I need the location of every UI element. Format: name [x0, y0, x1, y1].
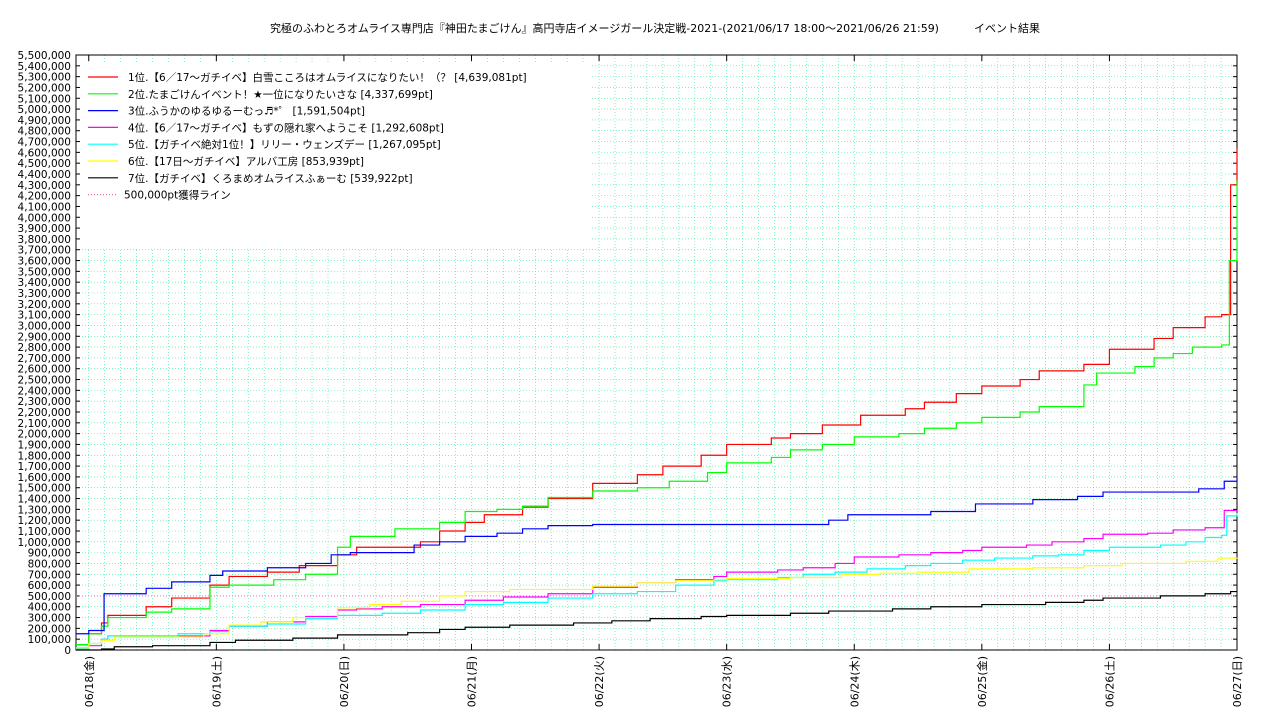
plot-border — [75, 54, 1238, 651]
y-tick-label: 800,000 — [28, 558, 71, 570]
legend-label: 7位.【ガチイベ】くろまめオムライスふぁーむ [539,922pt] — [128, 172, 413, 185]
x-tick-label: 06/26(土) — [1103, 656, 1116, 707]
legend-label: 1位.【6／17〜ガチイベ】白雪こころはオムライスになりたい！（？ [4,639… — [128, 71, 527, 84]
y-tick-label: 4,900,000 — [18, 115, 71, 127]
y-tick-label: 5,300,000 — [18, 72, 71, 84]
x-tick-label: 06/25(金) — [975, 656, 989, 707]
x-tick-label: 06/21(月) — [466, 656, 479, 707]
y-tick-label: 2,300,000 — [18, 396, 71, 408]
y-tick-label: 300,000 — [28, 613, 71, 625]
y-tick-label: 3,200,000 — [18, 299, 71, 311]
legend-label: 3位.ふうかのゆるゆるーむっ♬*゜ [1,591,504pt] — [128, 105, 365, 118]
y-tick-label: 2,600,000 — [18, 364, 71, 376]
y-tick-label: 3,900,000 — [18, 223, 71, 235]
series-line-7 — [76, 590, 1237, 651]
x-tick-label: 06/24(木) — [848, 656, 861, 707]
y-tick-label: 3,400,000 — [18, 277, 71, 289]
legend-label: 4位.【6／17〜ガチイベ】もずの隠れ家へようこそ [1,292,608pt] — [128, 121, 444, 134]
legend: 1位.【6／17〜ガチイベ】白雪こころはオムライスになりたい！（？ [4,639… — [81, 63, 591, 248]
series-line-5 — [76, 512, 1238, 650]
y-tick-label: 4,000,000 — [18, 212, 71, 224]
series-layer — [76, 148, 1238, 651]
y-tick-label: 1,400,000 — [18, 494, 71, 506]
y-tick-label: 3,000,000 — [18, 320, 71, 332]
y-tick-label: 1,300,000 — [18, 504, 71, 516]
y-tick-label: 600,000 — [28, 580, 71, 592]
y-tick-label: 5,200,000 — [18, 82, 71, 94]
y-tick-label: 500,000 — [28, 591, 71, 603]
y-tick-label: 2,800,000 — [18, 342, 71, 354]
x-tick-label: 06/20(日) — [338, 656, 351, 707]
y-tick-label: 1,000,000 — [18, 537, 71, 549]
chart-title: 究極のふわとろオムライス専門店『神田たまごけん』高円寺店イメージガール決定戦-2… — [270, 22, 1040, 35]
y-tick-label: 400,000 — [28, 602, 71, 614]
legend-box — [81, 63, 591, 248]
x-tick-label: 06/22(火) — [593, 656, 606, 707]
y-tick-label: 2,700,000 — [18, 353, 71, 365]
y-tick-label: 4,500,000 — [18, 158, 71, 170]
y-tick-label: 2,200,000 — [18, 407, 71, 419]
y-tick-label: 1,800,000 — [18, 450, 71, 462]
y-tick-label: 4,400,000 — [18, 169, 71, 181]
legend-label: 2位.たまごけんイベント！★一位になりたいさな [4,337,699pt] — [128, 88, 433, 101]
legend-label: 500,000pt獲得ライン — [124, 189, 231, 202]
x-tick-label: 06/18(金) — [82, 656, 96, 707]
y-tick-label: 1,500,000 — [18, 483, 71, 495]
y-tick-label: 0 — [64, 645, 71, 657]
y-tick-label: 4,100,000 — [18, 201, 71, 213]
y-tick-label: 4,800,000 — [18, 126, 71, 138]
y-tick-label: 3,500,000 — [18, 266, 71, 278]
series-line-2 — [76, 180, 1238, 646]
y-tick-label: 3,300,000 — [18, 288, 71, 300]
y-tick-label: 1,200,000 — [18, 515, 71, 527]
y-tick-label: 1,100,000 — [18, 526, 71, 538]
y-tick-label: 1,900,000 — [18, 439, 71, 451]
x-tick-label: 06/23(水) — [721, 656, 734, 707]
legend-label: 6位.【17日〜ガチイベ】アルバ工房 [853,939pt] — [128, 155, 364, 168]
x-tick-label: 06/19(土) — [210, 656, 223, 707]
y-tick-label: 700,000 — [28, 569, 71, 581]
y-tick-label: 3,700,000 — [18, 245, 71, 257]
y-tick-label: 3,800,000 — [18, 234, 71, 246]
y-tick-label: 900,000 — [28, 548, 71, 560]
y-tick-label: 2,100,000 — [18, 418, 71, 430]
y-tick-label: 3,600,000 — [18, 256, 71, 268]
y-tick-label: 1,700,000 — [18, 461, 71, 473]
y-tick-label: 5,400,000 — [18, 61, 71, 73]
y-tick-label: 4,200,000 — [18, 191, 71, 203]
y-tick-label: 5,100,000 — [18, 93, 71, 105]
series-line-3 — [76, 477, 1238, 635]
y-tick-label: 100,000 — [28, 634, 71, 646]
y-tick-label: 4,300,000 — [18, 180, 71, 192]
y-tick-label: 2,000,000 — [18, 429, 71, 441]
y-tick-label: 200,000 — [28, 623, 71, 635]
y-tick-label: 3,100,000 — [18, 310, 71, 322]
y-tick-label: 5,000,000 — [18, 104, 71, 116]
y-tick-label: 4,600,000 — [18, 147, 71, 159]
x-tick-label: 06/27(日) — [1231, 656, 1244, 707]
legend-label: 5位.【ガチイベ絶対1位！】リリー・ウェンズデー [1,267,095pt] — [128, 138, 441, 151]
axis-layer: 0100,000200,000300,000400,000500,000600,… — [18, 50, 1244, 707]
y-tick-label: 2,500,000 — [18, 375, 71, 387]
y-tick-label: 1,600,000 — [18, 472, 71, 484]
y-tick-label: 2,400,000 — [18, 385, 71, 397]
series-line-6 — [76, 557, 1238, 649]
y-tick-label: 2,900,000 — [18, 331, 71, 343]
series-line-1 — [76, 148, 1238, 646]
y-tick-label: 4,700,000 — [18, 137, 71, 149]
y-tick-label: 5,500,000 — [18, 50, 71, 62]
